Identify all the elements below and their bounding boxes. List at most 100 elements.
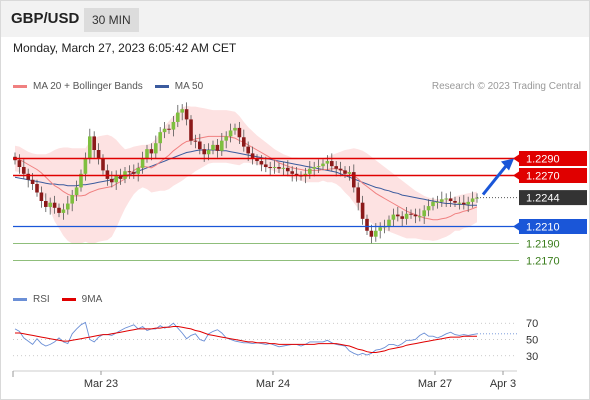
candle-body: [39, 192, 44, 201]
candle-body: [470, 198, 475, 202]
candle-body: [418, 216, 422, 218]
candle-body: [145, 149, 149, 159]
candle-body: [44, 201, 48, 207]
level-label-1.2170: 1.2170: [526, 256, 560, 268]
candle-body: [409, 213, 413, 215]
candle-body: [321, 163, 325, 167]
candle-body: [198, 141, 202, 150]
candle-body: [220, 140, 224, 151]
rsi-tick-30: 30: [526, 351, 538, 363]
candle-body: [404, 213, 409, 219]
candle-body: [83, 158, 88, 174]
candle-body: [57, 207, 61, 213]
forecast-arrow-shaft: [481, 162, 510, 196]
candle-body: [246, 146, 250, 154]
candle-body: [118, 175, 123, 179]
candle-body: [387, 219, 391, 227]
candle-body: [334, 166, 338, 169]
candle-body: [352, 172, 356, 188]
candle-body: [347, 172, 352, 174]
candle-body: [308, 168, 312, 174]
ma50-line: [14, 149, 477, 206]
candle-body: [286, 167, 290, 172]
candle-body: [290, 171, 294, 174]
candle-body: [378, 227, 382, 231]
candle-body: [316, 166, 321, 168]
bollinger-swatch: [13, 85, 27, 88]
legend-label-rsi: RSI: [33, 294, 50, 305]
candle-body: [237, 127, 242, 138]
candle-body: [457, 202, 462, 204]
candle-body: [264, 164, 268, 167]
candle-body: [140, 158, 145, 168]
candle-body: [189, 119, 193, 141]
legend-item-rsi: RSI: [13, 294, 50, 305]
candle-body: [74, 187, 79, 196]
candle-body: [136, 167, 140, 174]
rsi-tick-50: 50: [526, 335, 538, 347]
candle-body: [127, 171, 132, 173]
level-label-1.2210: 1.2210: [526, 222, 560, 234]
header-bar: GBP/USD 30 MIN: [1, 1, 589, 37]
level-label-1.2244: 1.2244: [526, 193, 560, 205]
forecast-arrowhead: [501, 158, 514, 171]
candle-body: [338, 168, 343, 171]
rsi-line: [14, 321, 478, 356]
candle-body: [215, 144, 220, 151]
candle-body: [356, 187, 360, 203]
candle-body: [396, 214, 400, 217]
candle-body: [88, 136, 92, 159]
level-label-1.2290: 1.2290: [526, 154, 560, 166]
candle-body: [453, 201, 457, 203]
candle-body: [61, 209, 66, 213]
candle-body: [52, 202, 57, 208]
level-badge-1.2210: [519, 219, 587, 234]
research-credit: Research © 2023 Trading Central: [431, 81, 581, 92]
price-legend: MA 20 + Bollinger Bands MA 50: [13, 81, 215, 92]
candle-body: [250, 153, 255, 159]
candle-body: [325, 161, 330, 164]
candle-body: [176, 112, 180, 122]
candle-body: [294, 173, 299, 176]
candle-body: [184, 109, 189, 120]
level-badge-pointer: [513, 154, 519, 163]
candle-body: [277, 167, 281, 169]
candle-body: [105, 170, 110, 179]
candle-body: [413, 214, 418, 217]
candle-body: [70, 195, 74, 204]
candle-body: [17, 160, 22, 167]
candle-body: [202, 149, 206, 155]
ma20-line: [14, 135, 478, 221]
candle-body: [154, 143, 158, 154]
instrument-title: GBP/USD: [11, 10, 80, 27]
candle-body: [365, 218, 369, 231]
candle-body: [162, 128, 167, 133]
candle-body: [180, 109, 184, 113]
ma50-swatch: [154, 85, 169, 88]
level-label-1.2190: 1.2190: [526, 239, 560, 251]
rsi-tick-70: 70: [526, 318, 538, 330]
legend-item-bollinger: MA 20 + Bollinger Bands: [13, 81, 143, 92]
candle-body: [422, 210, 426, 217]
candle-body: [167, 128, 171, 130]
candle-body: [101, 158, 105, 171]
candle-body: [110, 178, 114, 183]
candle-body: [272, 167, 277, 168]
bollinger-band-area: [15, 105, 477, 244]
level-label-1.2270: 1.2270: [526, 171, 560, 183]
interval-badge[interactable]: 30 MIN: [84, 8, 139, 32]
level-badge-1.2244: [519, 190, 587, 206]
time-axis-label-Mar-27: Mar 27: [418, 378, 452, 390]
candle-body: [374, 230, 378, 237]
time-axis-label-Mar-23: Mar 23: [84, 378, 118, 390]
legend-label-ma50: MA 50: [174, 81, 204, 92]
candle-body: [312, 167, 316, 169]
candle-body: [462, 202, 466, 205]
rsi-swatch: [13, 298, 27, 301]
candle-body: [233, 127, 237, 131]
candle-body: [114, 175, 118, 183]
level-badge-1.2290: [519, 151, 587, 166]
candle-body: [224, 136, 228, 141]
